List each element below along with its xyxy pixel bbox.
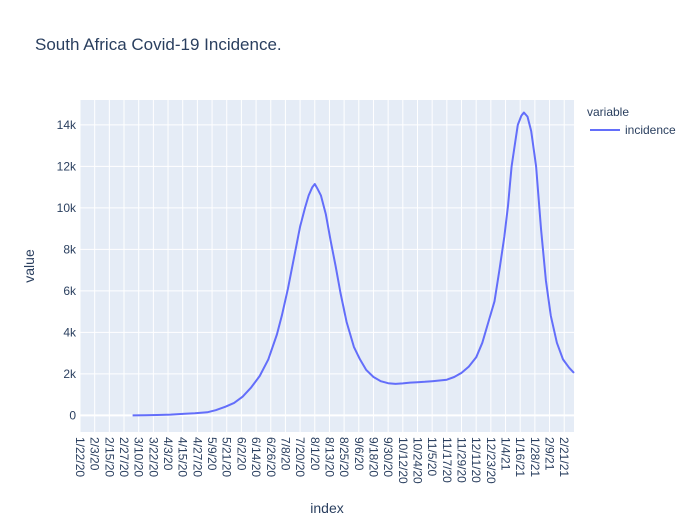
y-tick-label: 8k (63, 242, 77, 256)
series-layer (132, 111, 575, 417)
x-tick-label: 2/21/21 (557, 437, 571, 477)
x-tick-label: 2/27/20 (117, 437, 131, 477)
x-tick-label: 11/5/20 (425, 437, 439, 476)
x-tick-label: 10/24/20 (410, 437, 424, 484)
legend-title: variable (587, 105, 629, 119)
x-tick-label: 10/12/20 (396, 437, 410, 484)
x-tick-label: 6/26/20 (264, 437, 278, 477)
x-tick-label: 2/9/21 (543, 437, 557, 471)
y-tick-label: 2k (63, 367, 77, 381)
x-tick-label: 3/22/20 (146, 437, 160, 477)
x-tick-label: 9/30/20 (381, 437, 395, 477)
chart-title: South Africa Covid-19 Incidence. (35, 35, 282, 54)
y-tick-label: 14k (57, 118, 77, 132)
series-line-incidence[interactable] (132, 111, 575, 417)
y-axis-label: value (21, 249, 37, 283)
x-tick-label: 11/29/20 (455, 437, 469, 483)
legend-label: incidence (625, 123, 676, 137)
x-tick-label: 8/13/20 (322, 437, 336, 477)
x-tick-label: 7/20/20 (293, 437, 307, 477)
x-tick-label: 11/17/20 (440, 437, 454, 483)
x-tick-label: 7/8/20 (278, 437, 292, 471)
x-tick-label: 3/10/20 (132, 437, 146, 477)
y-axis-ticks: 0 2k 4k 6k 8k 10k 12k 14k (57, 118, 77, 423)
x-tick-label: 1/28/21 (528, 437, 542, 477)
x-tick-label: 9/6/20 (352, 437, 366, 471)
x-axis-ticks: 1/22/20 2/3/20 2/15/20 2/27/20 3/10/20 3/22/2… (73, 437, 571, 484)
x-tick-label: 6/2/20 (234, 437, 248, 471)
x-gridlines (79, 100, 565, 432)
x-tick-label: 8/1/20 (308, 437, 322, 471)
x-tick-label: 9/18/20 (366, 437, 380, 477)
x-tick-label: 5/9/20 (205, 437, 219, 471)
x-tick-label: 6/14/20 (249, 437, 263, 477)
x-tick-label: 12/23/20 (484, 437, 498, 484)
x-tick-label: 12/11/20 (469, 437, 483, 483)
x-tick-label: 1/4/21 (499, 437, 513, 471)
y-tick-label: 0 (69, 408, 76, 422)
x-tick-label: 5/21/20 (220, 437, 234, 477)
x-tick-label: 2/3/20 (88, 437, 102, 471)
legend-item-incidence[interactable]: incidence (590, 123, 676, 137)
x-tick-label: 2/15/20 (102, 437, 116, 477)
x-tick-label: 1/22/20 (73, 437, 87, 477)
x-axis-label: index (310, 500, 343, 516)
y-tick-label: 4k (63, 325, 77, 339)
y-tick-label: 6k (63, 284, 77, 298)
x-tick-label: 1/16/21 (513, 437, 527, 477)
legend: variable incidence (587, 105, 676, 137)
plot-area (80, 100, 574, 432)
x-tick-label: 8/25/20 (337, 437, 351, 477)
y-tick-label: 10k (57, 201, 77, 215)
x-tick-label: 4/27/20 (190, 437, 204, 477)
x-tick-label: 4/15/20 (176, 437, 190, 477)
y-tick-label: 12k (57, 159, 77, 173)
x-tick-label: 4/3/20 (161, 437, 175, 471)
